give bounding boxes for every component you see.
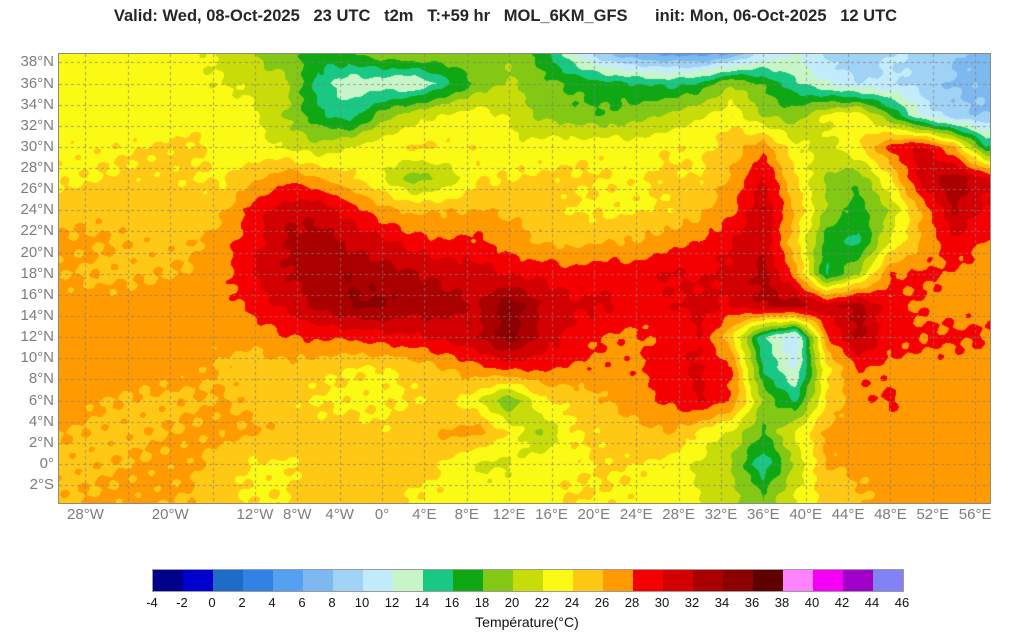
y-tick-label: 14°N (20, 307, 54, 324)
colorbar-tick-label: 34 (714, 595, 730, 610)
colorbar-segment (393, 570, 423, 591)
x-tick-label: 24°E (619, 506, 653, 523)
y-tick-label: 36°N (20, 74, 54, 92)
map-canvas (59, 54, 990, 503)
colorbar-tick-label: 14 (414, 595, 430, 610)
colorbar-segment (483, 570, 513, 591)
colorbar-segment (153, 570, 183, 591)
y-tick-label: 22°N (20, 222, 54, 240)
colorbar-tick-label: 4 (268, 595, 276, 610)
colorbar-tick-label: 20 (504, 595, 520, 610)
x-tick-label: 56°E (958, 506, 992, 523)
colorbar-tick-label: 0 (208, 595, 216, 610)
x-tick-label: 8°E (454, 506, 479, 523)
colorbar-segment (693, 570, 723, 591)
colorbar-tick-label: 38 (774, 595, 790, 610)
colorbar-tick-label: -4 (146, 595, 158, 610)
y-tick-label: 34°N (20, 95, 54, 113)
colorbar-tick-label: 18 (474, 595, 490, 610)
y-tick-label: 6°N (28, 391, 54, 409)
colorbar-segment (243, 570, 273, 591)
y-tick-label: 30°N (20, 137, 54, 155)
colorbar-segment (333, 570, 363, 591)
x-tick-label: 44°E (831, 506, 865, 523)
colorbar-tick-label: 28 (624, 595, 640, 610)
y-tick-label: 38°N (20, 53, 54, 71)
y-tick-label: 8°N (28, 370, 54, 388)
y-tick-label: 26°N (20, 180, 54, 198)
y-tick-label: 0° (39, 454, 54, 472)
colorbar-tick-label: 46 (894, 595, 910, 610)
colorbar-segment (663, 570, 693, 591)
colorbar-tick-label: 2 (238, 595, 246, 610)
y-tick-label: 2°N (28, 433, 54, 451)
y-tick-label: 10°N (20, 349, 54, 367)
x-tick-label: 28°W (67, 506, 104, 523)
x-tick-label: 12°E (492, 506, 526, 523)
colorbar-tick-label: 40 (804, 595, 820, 610)
colorbar-tick-label: 22 (534, 595, 550, 610)
x-tick-label: 52°E (916, 506, 950, 523)
colorbar-segment (543, 570, 573, 591)
colorbar-tick-label: 26 (594, 595, 610, 610)
colorbar-segment (183, 570, 213, 591)
colorbar-segment (753, 570, 783, 591)
x-tick-label: 40°E (789, 506, 823, 523)
colorbar (152, 569, 904, 592)
y-tick-label: 32°N (20, 116, 54, 134)
colorbar-segment (573, 570, 603, 591)
x-tick-label: 36°E (746, 506, 780, 523)
colorbar-segment (423, 570, 453, 591)
colorbar-segment (633, 570, 663, 591)
colorbar-tick-label: 6 (298, 595, 306, 610)
colorbar-tick-label: 36 (744, 595, 760, 610)
x-tick-label: 20°W (151, 506, 189, 523)
x-tick-label: 28°E (662, 506, 695, 523)
y-tick-label: 2°S (29, 476, 54, 494)
x-tick-label: 4°W (325, 506, 354, 523)
colorbar-segment (513, 570, 543, 591)
map-plot (58, 53, 991, 504)
x-tick-label: 20°E (577, 506, 611, 523)
x-tick-label: 8°W (283, 506, 312, 523)
colorbar-segment (723, 570, 753, 591)
colorbar-segment (783, 570, 813, 591)
x-tick-label: 16°E (535, 506, 568, 523)
colorbar-tick-label: 16 (444, 595, 460, 610)
colorbar-tick-label: 8 (328, 595, 336, 610)
colorbar-segment (213, 570, 243, 591)
colorbar-segment (603, 570, 633, 591)
colorbar-tick-label: 42 (834, 595, 850, 610)
colorbar-tick-label: 12 (384, 595, 400, 610)
x-tick-label: 0° (374, 506, 390, 523)
colorbar-tick-label: 32 (684, 595, 700, 610)
y-tick-label: 12°N (20, 328, 54, 346)
colorbar-segment (843, 570, 873, 591)
colorbar-tick-label: 24 (564, 595, 580, 610)
colorbar-tick-label: 10 (354, 595, 370, 610)
y-tick-label: 16°N (20, 285, 54, 303)
colorbar-segment (453, 570, 483, 591)
colorbar-segment (813, 570, 843, 591)
colorbar-tick-label: 44 (864, 595, 880, 610)
y-tick-label: 18°N (20, 264, 54, 282)
colorbar-segment (363, 570, 393, 591)
colorbar-title: Température(°C) (475, 614, 579, 630)
colorbar-segment (273, 570, 303, 591)
x-tick-label: 48°E (874, 506, 907, 523)
x-tick-label: 32°E (704, 506, 738, 523)
colorbar-tick-label: 30 (654, 595, 670, 610)
y-tick-label: 20°N (20, 243, 54, 261)
y-tick-label: 24°N (20, 201, 54, 219)
colorbar-segment (303, 570, 333, 591)
y-tick-label: 28°N (20, 159, 54, 177)
y-tick-label: 4°N (28, 412, 54, 430)
colorbar-segment (873, 570, 903, 591)
x-tick-label: 4°E (412, 506, 437, 523)
page-title: Valid: Wed, 08-Oct-2025 23 UTC t2m T:+59… (113, 7, 898, 25)
x-tick-label: 12°W (236, 506, 274, 523)
colorbar-tick-label: -2 (176, 595, 188, 610)
